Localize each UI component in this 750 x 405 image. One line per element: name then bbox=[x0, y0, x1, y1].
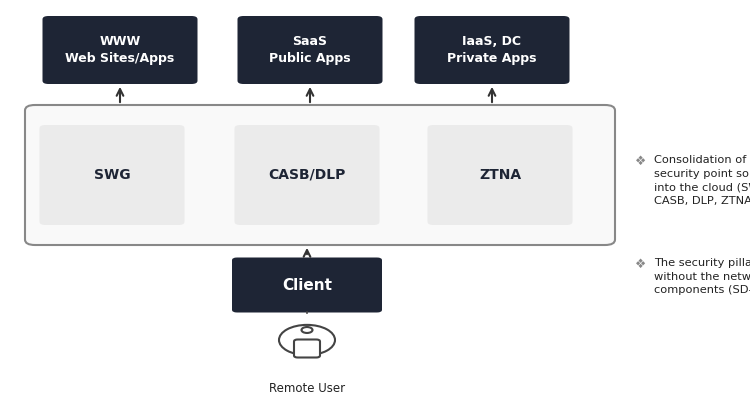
FancyBboxPatch shape bbox=[43, 16, 197, 84]
Text: IaaS, DC
Private Apps: IaaS, DC Private Apps bbox=[447, 35, 537, 65]
Text: ❖: ❖ bbox=[635, 258, 646, 271]
FancyBboxPatch shape bbox=[294, 339, 320, 358]
Text: Consolidation of
security point solutions
into the cloud (SWG,
CASB, DLP, ZTNA): Consolidation of security point solution… bbox=[654, 155, 750, 206]
Text: ZTNA: ZTNA bbox=[479, 168, 521, 182]
FancyBboxPatch shape bbox=[235, 125, 380, 225]
Text: Remote User: Remote User bbox=[269, 382, 345, 395]
FancyBboxPatch shape bbox=[25, 105, 615, 245]
Text: Client: Client bbox=[282, 277, 332, 292]
FancyBboxPatch shape bbox=[40, 125, 184, 225]
FancyBboxPatch shape bbox=[232, 258, 382, 313]
FancyBboxPatch shape bbox=[238, 16, 382, 84]
Text: SWG: SWG bbox=[94, 168, 130, 182]
Text: ❖: ❖ bbox=[635, 155, 646, 168]
Text: The security pillar of SASE,
without the networking
components (SD-WAN): The security pillar of SASE, without the… bbox=[654, 258, 750, 295]
Text: CASB/DLP: CASB/DLP bbox=[268, 168, 346, 182]
FancyBboxPatch shape bbox=[415, 16, 569, 84]
FancyBboxPatch shape bbox=[427, 125, 572, 225]
Text: SaaS
Public Apps: SaaS Public Apps bbox=[269, 35, 351, 65]
Text: WWW
Web Sites/Apps: WWW Web Sites/Apps bbox=[65, 35, 175, 65]
